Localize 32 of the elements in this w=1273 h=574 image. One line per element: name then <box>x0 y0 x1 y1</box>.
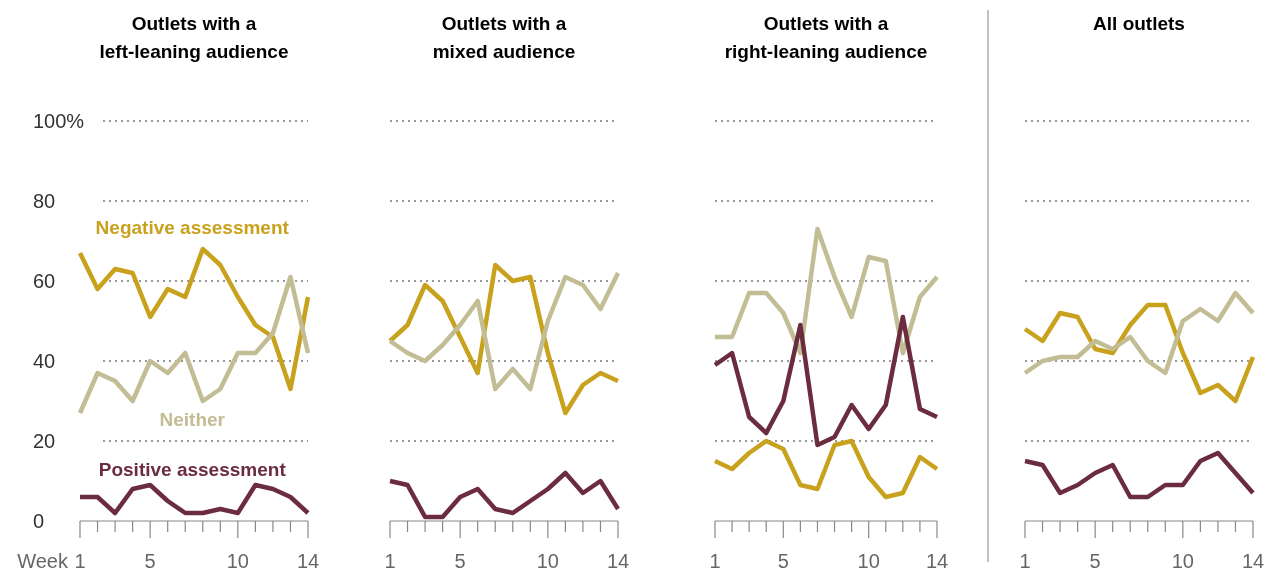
x-tick-label: 14 <box>606 550 630 572</box>
x-tick-label: 14 <box>296 550 320 572</box>
x-tick-label: 5 <box>1089 550 1101 572</box>
y-tick-label: 0 <box>33 510 45 532</box>
x-tick-label: 1 <box>1019 550 1031 572</box>
x-axis-title: Week <box>17 550 69 572</box>
chart-title: Outlets with a right-leaning audience <box>724 13 928 62</box>
x-tick-label: 5 <box>777 550 789 572</box>
chart-title: All outlets <box>1093 13 1185 34</box>
line-series <box>77 246 311 392</box>
y-tick-label: 60 <box>33 270 56 292</box>
y-tick-label: 100% <box>33 110 85 132</box>
series-label: Negative assessment <box>95 216 290 238</box>
y-tick-label: 40 <box>33 350 56 372</box>
chart-title: Outlets with a left-leaning audience <box>99 13 289 62</box>
x-tick-label: 5 <box>144 550 156 572</box>
x-tick-label: 1 <box>709 550 721 572</box>
x-tick-label: 14 <box>925 550 949 572</box>
x-tick-label: 10 <box>857 550 880 572</box>
line-series <box>77 482 311 516</box>
x-tick-label: 10 <box>1171 550 1194 572</box>
y-tick-label: 80 <box>33 190 56 212</box>
chart-title: Outlets with a mixed audience <box>432 13 576 62</box>
x-tick-label: 10 <box>226 550 249 572</box>
series-label: Neither <box>159 408 226 430</box>
x-tick-label: 5 <box>454 550 466 572</box>
x-tick-label: 1 <box>74 550 86 572</box>
y-tick-label: 20 <box>33 430 56 452</box>
x-tick-label: 10 <box>536 550 559 572</box>
x-tick-label: 14 <box>1241 550 1265 572</box>
x-tick-label: 1 <box>384 550 396 572</box>
series-label: Positive assessment <box>98 458 287 480</box>
